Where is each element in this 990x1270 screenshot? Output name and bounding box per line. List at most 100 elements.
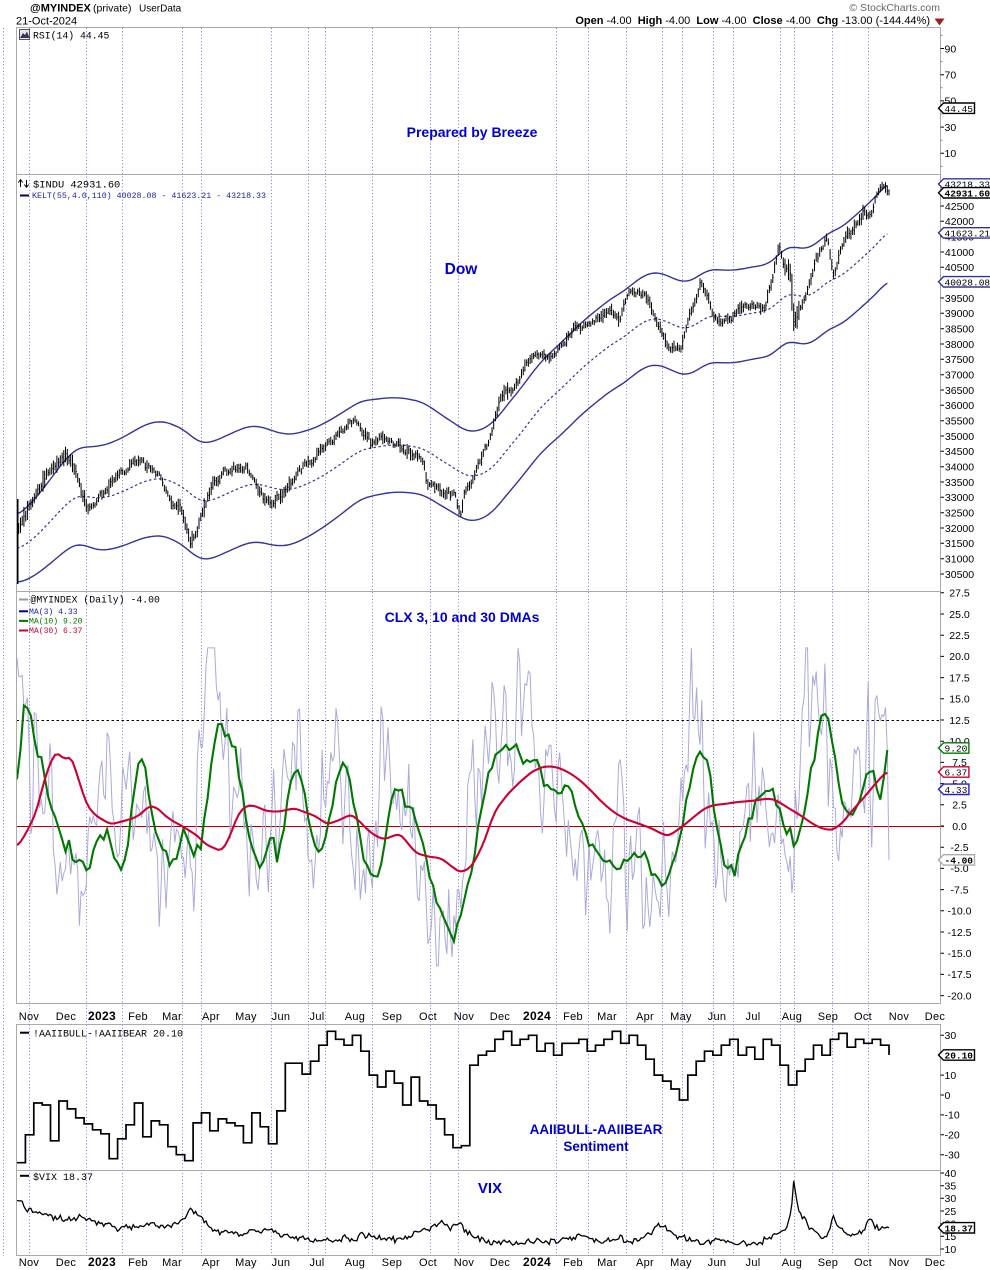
svg-text:4.33: 4.33 xyxy=(945,785,968,796)
svg-text:-4.00: -4.00 xyxy=(945,856,974,867)
svg-text:© StockCharts.com: © StockCharts.com xyxy=(849,2,940,14)
svg-text:0: 0 xyxy=(945,1090,951,1102)
svg-text:-5.0: -5.0 xyxy=(950,863,968,875)
svg-text:CLX 3, 10 and 30 DMAs: CLX 3, 10 and 30 DMAs xyxy=(385,609,540,625)
svg-text:35: 35 xyxy=(945,1181,957,1193)
svg-text:Feb: Feb xyxy=(128,1011,148,1023)
svg-text:Feb: Feb xyxy=(563,1257,583,1269)
svg-text:Nov: Nov xyxy=(454,1257,475,1269)
svg-text:Jul: Jul xyxy=(746,1257,761,1269)
svg-text:9.20: 9.20 xyxy=(945,744,968,755)
svg-text:36500: 36500 xyxy=(945,385,974,397)
svg-text:43218.33: 43218.33 xyxy=(945,180,990,191)
svg-text:39500: 39500 xyxy=(945,293,974,305)
svg-text:30500: 30500 xyxy=(945,569,974,581)
svg-text:-10.0: -10.0 xyxy=(948,906,972,918)
svg-text:MA(3) 4.33: MA(3) 4.33 xyxy=(29,608,78,617)
svg-text:@MYINDEX (Daily) -4.00: @MYINDEX (Daily) -4.00 xyxy=(31,595,160,606)
svg-text:42931.60: 42931.60 xyxy=(945,188,990,199)
svg-text:30: 30 xyxy=(945,1193,957,1205)
svg-text:AAIIBULL-AAIIBEAR: AAIIBULL-AAIIBEAR xyxy=(530,1122,663,1137)
svg-text:50: 50 xyxy=(945,96,957,108)
svg-text:Jun: Jun xyxy=(272,1011,291,1023)
svg-text:Mar: Mar xyxy=(597,1257,617,1269)
svg-text:(private): (private) xyxy=(93,3,132,15)
svg-text:-2.5: -2.5 xyxy=(950,842,968,854)
svg-text:15: 15 xyxy=(945,1231,957,1243)
svg-text:2.5: 2.5 xyxy=(952,800,967,812)
svg-text:Dec: Dec xyxy=(925,1011,946,1023)
svg-text:Jun: Jun xyxy=(708,1011,727,1023)
svg-text:Open -4.00 High -4.00 Low -4: Open -4.00 High -4.00 Low -4.00 Close -4… xyxy=(575,15,930,27)
svg-text:41000: 41000 xyxy=(945,247,974,259)
svg-text:30: 30 xyxy=(945,1030,957,1042)
svg-text:40: 40 xyxy=(945,1168,957,1180)
svg-text:-17.5: -17.5 xyxy=(948,969,972,981)
svg-text:Feb: Feb xyxy=(128,1257,148,1269)
svg-text:20.10: 20.10 xyxy=(945,1051,974,1062)
svg-text:Nov: Nov xyxy=(19,1011,40,1023)
svg-text:Jun: Jun xyxy=(272,1257,291,1269)
svg-text:31000: 31000 xyxy=(945,554,974,566)
svg-text:Oct: Oct xyxy=(419,1011,437,1023)
svg-text:Dec: Dec xyxy=(925,1257,946,1269)
svg-text:Feb: Feb xyxy=(563,1011,583,1023)
svg-text:Apr: Apr xyxy=(202,1257,220,1269)
svg-text:Apr: Apr xyxy=(636,1011,654,1023)
svg-text:$INDU 42931.60: $INDU 42931.60 xyxy=(33,180,120,192)
svg-text:Dec: Dec xyxy=(490,1011,511,1023)
svg-text:Oct: Oct xyxy=(419,1257,437,1269)
svg-text:2023: 2023 xyxy=(88,1009,116,1023)
svg-text:Aug: Aug xyxy=(345,1011,365,1023)
svg-text:90: 90 xyxy=(945,43,957,55)
svg-text:44.45: 44.45 xyxy=(945,104,974,115)
svg-text:39000: 39000 xyxy=(945,308,974,320)
svg-text:@MYINDEX: @MYINDEX xyxy=(30,3,92,15)
svg-text:Mar: Mar xyxy=(162,1011,182,1023)
svg-text:20.0: 20.0 xyxy=(949,651,970,663)
svg-text:Nov: Nov xyxy=(889,1257,910,1269)
svg-text:40500: 40500 xyxy=(945,262,974,274)
svg-text:!AAIIBULL-!AAIIBEAR 20.10: !AAIIBULL-!AAIIBEAR 20.10 xyxy=(33,1030,183,1041)
svg-text:25: 25 xyxy=(945,1206,957,1218)
svg-text:-20.0: -20.0 xyxy=(948,990,972,1002)
svg-text:-30: -30 xyxy=(945,1150,960,1162)
svg-text:Sep: Sep xyxy=(382,1257,402,1269)
svg-text:42000: 42000 xyxy=(945,216,974,228)
svg-text:Dec: Dec xyxy=(490,1257,511,1269)
svg-text:36000: 36000 xyxy=(945,400,974,412)
svg-text:Aug: Aug xyxy=(782,1257,802,1269)
svg-text:Mar: Mar xyxy=(162,1257,182,1269)
svg-text:21-Oct-2024: 21-Oct-2024 xyxy=(16,16,77,28)
svg-text:25.0: 25.0 xyxy=(949,609,970,621)
svg-text:-10: -10 xyxy=(945,1110,960,1122)
svg-text:KELT(55,4.0,110) 40028.08 - 41: KELT(55,4.0,110) 40028.08 - 41623.21 - 4… xyxy=(32,191,266,201)
svg-text:Sep: Sep xyxy=(382,1011,402,1023)
svg-text:Dow: Dow xyxy=(445,261,479,278)
svg-text:Jun: Jun xyxy=(708,1257,727,1269)
svg-text:0.0: 0.0 xyxy=(952,821,967,833)
svg-text:10: 10 xyxy=(945,1244,957,1256)
svg-text:RSI(14) 44.45: RSI(14) 44.45 xyxy=(33,31,110,42)
svg-text:MA(10) 9.20: MA(10) 9.20 xyxy=(29,617,83,626)
svg-text:6.37: 6.37 xyxy=(945,768,968,779)
svg-text:37000: 37000 xyxy=(945,370,974,382)
svg-text:Sep: Sep xyxy=(818,1011,838,1023)
svg-text:30: 30 xyxy=(945,122,957,134)
svg-text:40028.08: 40028.08 xyxy=(945,277,990,288)
svg-text:May: May xyxy=(235,1257,257,1269)
svg-text:22.5: 22.5 xyxy=(949,630,970,642)
svg-text:VIX: VIX xyxy=(478,1180,502,1197)
svg-text:-20: -20 xyxy=(945,1130,960,1142)
svg-text:35000: 35000 xyxy=(945,431,974,443)
svg-text:33000: 33000 xyxy=(945,492,974,504)
svg-text:34500: 34500 xyxy=(945,446,974,458)
svg-text:Oct: Oct xyxy=(854,1011,872,1023)
svg-text:Nov: Nov xyxy=(19,1257,40,1269)
svg-text:Dec: Dec xyxy=(56,1011,77,1023)
svg-text:33500: 33500 xyxy=(945,477,974,489)
svg-text:15.0: 15.0 xyxy=(949,694,970,706)
svg-text:Mar: Mar xyxy=(597,1011,617,1023)
svg-text:Jul: Jul xyxy=(746,1011,761,1023)
svg-text:35500: 35500 xyxy=(945,416,974,428)
